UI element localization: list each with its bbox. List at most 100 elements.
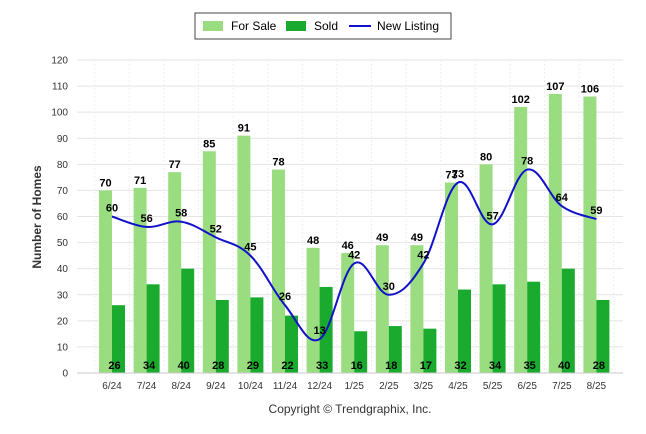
data-label-new-listing: 30 [383, 281, 395, 293]
legend-label-new-listing: New Listing [377, 19, 439, 33]
data-label-for-sale: 48 [307, 235, 319, 247]
y-tick-label: 100 [51, 108, 68, 119]
data-label-new-listing: 57 [486, 210, 498, 222]
bar-for-sale [583, 96, 597, 374]
data-label-sold: 18 [385, 360, 397, 372]
bar-for-sale [548, 93, 562, 374]
data-label-sold: 40 [558, 360, 570, 372]
bar-sold [458, 289, 471, 373]
bar-sold [215, 299, 229, 373]
x-tick-label: 7/24 [137, 381, 157, 392]
legend-swatch-sold [286, 21, 306, 31]
data-label-new-listing: 78 [521, 156, 533, 168]
x-tick-label: 1/25 [344, 381, 364, 392]
bar-for-sale [133, 187, 147, 373]
data-label-for-sale: 46 [342, 240, 354, 252]
x-tick-label: 11/24 [273, 381, 298, 392]
legend-label-sold: Sold [314, 19, 338, 33]
x-tick-label: 10/24 [238, 381, 263, 392]
x-tick-label: 6/25 [517, 381, 537, 392]
bar-for-sale [99, 190, 112, 373]
y-tick-label: 0 [62, 369, 68, 380]
data-label-new-listing: 73 [452, 169, 464, 181]
data-label-for-sale: 49 [376, 232, 388, 244]
y-tick-label: 120 [51, 56, 68, 67]
data-label-new-listing: 52 [210, 223, 222, 235]
y-tick-label: 60 [57, 212, 69, 223]
data-label-for-sale: 71 [134, 175, 146, 187]
bar-for-sale [202, 151, 216, 373]
y-tick-label: 110 [52, 82, 68, 93]
bar-for-sale [272, 169, 285, 373]
bar-for-sale [237, 135, 251, 373]
data-label-for-sale: 106 [581, 84, 599, 96]
x-tick-label: 9/24 [206, 381, 226, 392]
x-tick-label: 7/25 [552, 381, 572, 392]
bar-for-sale [375, 245, 389, 373]
data-label-for-sale: 107 [546, 81, 564, 93]
bar-sold [146, 284, 160, 373]
data-label-sold: 26 [108, 360, 120, 372]
data-label-for-sale: 85 [203, 138, 215, 150]
x-tick-label: 3/25 [414, 381, 434, 392]
bar-for-sale [306, 247, 320, 373]
bar-for-sale [341, 253, 355, 373]
y-tick-label: 30 [57, 290, 69, 301]
bar-sold [492, 284, 506, 373]
x-tick-label: 6/24 [102, 381, 122, 392]
data-label-sold: 34 [143, 360, 156, 372]
data-label-new-listing: 56 [140, 213, 152, 225]
x-tick-label: 2/25 [379, 381, 399, 392]
x-tick-label: 5/25 [483, 381, 503, 392]
data-label-for-sale: 77 [169, 159, 181, 171]
grid-layer [77, 59, 623, 374]
y-tick-label: 80 [57, 160, 69, 171]
y-tick-label: 90 [57, 134, 69, 145]
y-tick-label: 20 [57, 316, 69, 327]
data-label-new-listing: 42 [348, 249, 360, 261]
bar-sold [423, 328, 437, 373]
data-label-sold: 32 [454, 360, 466, 372]
data-label-for-sale: 78 [272, 157, 284, 169]
data-label-new-listing: 45 [244, 242, 256, 254]
y-tick-label: 10 [57, 342, 69, 353]
bar-sold [561, 268, 575, 373]
bar-for-sale [445, 182, 458, 373]
data-label-sold: 35 [524, 360, 536, 372]
data-label-sold: 17 [420, 360, 432, 372]
data-label-sold: 34 [489, 360, 502, 372]
legend-label-for-sale: For Sale [231, 19, 277, 33]
new-listing-line [111, 168, 597, 342]
bar-sold [250, 297, 264, 373]
data-label-sold: 29 [247, 360, 259, 372]
y-axis-title: Number of Homes [30, 165, 44, 269]
data-label-for-sale: 73 [445, 170, 457, 182]
data-label-for-sale: 80 [480, 151, 492, 163]
legend-box [194, 12, 452, 40]
y-tick-label: 50 [57, 238, 69, 249]
bar-sold [527, 281, 541, 373]
data-label-new-listing: 42 [417, 249, 429, 261]
bar-sold [354, 331, 368, 373]
data-label-new-listing: 59 [590, 205, 602, 217]
data-label-new-listing: 26 [279, 291, 291, 303]
bar-layer [99, 93, 610, 374]
bar-sold [596, 299, 610, 373]
bar-sold [112, 305, 125, 373]
data-label-for-sale: 91 [238, 123, 250, 135]
x-tick-label: 8/25 [587, 381, 607, 392]
data-label-new-listing: 13 [313, 325, 325, 337]
legend-swatch-for-sale [203, 21, 223, 31]
data-label-sold: 33 [316, 360, 328, 372]
label-layer: 70 26 71 34 77 40 85 28 91 29 78 22 48 33 46 16 49 18 49 17… [99, 81, 605, 372]
y-tick-label: 70 [57, 186, 69, 197]
data-label-new-listing: 60 [106, 203, 118, 215]
axis-layer: 0 10 20 30 40 50 60 70 80 90 100 110 120 6/24 7/24 8/24… [51, 56, 623, 392]
data-label-sold: 16 [351, 360, 363, 372]
bar-sold [388, 326, 402, 373]
data-label-for-sale: 70 [99, 177, 111, 189]
data-label-new-listing: 58 [175, 208, 187, 220]
x-tick-label: 4/25 [448, 381, 468, 392]
